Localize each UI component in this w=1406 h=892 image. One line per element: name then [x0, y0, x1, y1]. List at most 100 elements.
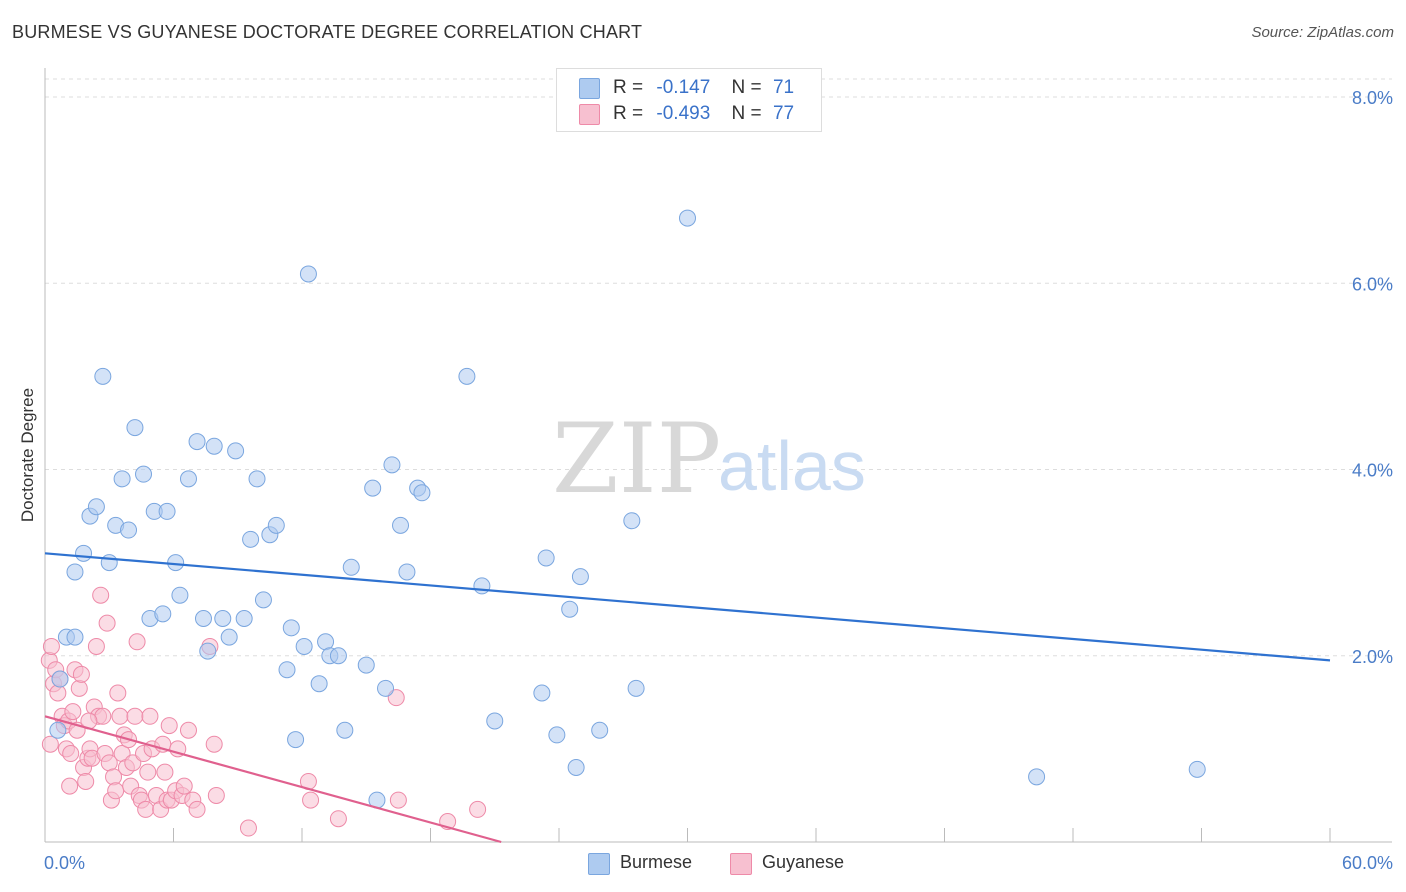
legend-r-label: R =: [613, 77, 644, 98]
guyanese-point: [49, 684, 67, 702]
burmese-point: [591, 721, 609, 739]
guyanese-legend-label: Guyanese: [762, 852, 845, 872]
burmese-point: [627, 679, 645, 697]
burmese-point: [329, 647, 347, 665]
y-tick-label: 2.0%: [1352, 647, 1393, 667]
burmese-point: [336, 721, 354, 739]
tick-labels: 2.0% 4.0% 6.0% 8.0% 0.0% 60.0%: [44, 88, 1393, 873]
guyanese-point: [469, 800, 487, 818]
guyanese-point: [139, 763, 157, 781]
guyanese-point: [302, 791, 320, 809]
legend-n-label: N =: [731, 103, 762, 124]
burmese-point: [100, 554, 118, 572]
guyanese-point: [126, 707, 144, 725]
watermark-atlas: atlas: [718, 427, 866, 505]
guyanese-point: [92, 586, 110, 604]
burmese-point: [282, 619, 300, 637]
guyanese-point: [109, 684, 127, 702]
burmese-point: [679, 209, 696, 227]
legend-r-value: -0.493: [656, 103, 711, 124]
guyanese-point: [41, 735, 59, 753]
burmese-point: [220, 628, 238, 646]
burmese-point: [49, 721, 67, 739]
guyanese-point: [207, 786, 225, 804]
burmese-point: [287, 731, 305, 749]
guyanese-point: [107, 782, 125, 800]
x-tick-label: 0.0%: [44, 853, 85, 873]
burmese-point: [171, 586, 189, 604]
burmese-point: [235, 610, 253, 627]
guyanese-point: [239, 819, 257, 837]
burmese-point: [342, 558, 360, 576]
guyanese-point: [389, 791, 407, 809]
burmese-point: [1188, 760, 1206, 778]
burmese-point: [66, 628, 84, 646]
burmese-point: [66, 563, 84, 581]
burmese-point: [623, 512, 641, 530]
burmese-point: [377, 679, 395, 697]
watermark-zip: ZIP: [552, 403, 721, 515]
guyanese-point: [62, 745, 80, 763]
burmese-point: [214, 610, 232, 627]
guyanese-point: [124, 754, 142, 772]
burmese-point: [486, 712, 504, 730]
burmese-point: [126, 419, 144, 437]
burmese-point: [567, 759, 585, 776]
legend-r-value: -0.147: [656, 77, 711, 98]
correlation-legend: R = -0.147 N = 71 R = -0.493 N = 77: [556, 68, 822, 132]
burmese-point: [561, 600, 579, 618]
y-tick-label: 4.0%: [1352, 461, 1393, 481]
guyanese-point: [61, 777, 79, 795]
burmese-point: [295, 637, 313, 655]
legend-r-label: R =: [613, 103, 644, 124]
burmese-point: [413, 484, 431, 502]
burmese-legend-label: Burmese: [620, 852, 693, 872]
guyanese-point: [64, 703, 82, 721]
burmese-point: [154, 605, 172, 623]
burmese-point: [548, 726, 566, 744]
guyanese-point: [42, 637, 60, 655]
guyanese-point: [156, 763, 174, 781]
legend-text-guyanese: R = -0.493 N = 77: [613, 103, 794, 125]
legend-n-value: 77: [772, 103, 795, 124]
legend-n-label: N =: [731, 77, 762, 98]
guyanese-point: [160, 717, 178, 735]
burmese-point: [135, 465, 153, 483]
burmese-point: [278, 661, 296, 679]
y-axis-label: Doctorate Degree: [18, 388, 37, 522]
burmese-point: [158, 502, 176, 520]
burmese-point: [392, 516, 410, 534]
burmese-point: [167, 554, 185, 572]
burmese-point: [179, 470, 197, 488]
burmese-point: [357, 656, 375, 674]
burmese-point: [364, 479, 382, 497]
burmese-point: [248, 470, 266, 488]
guyanese-point: [137, 800, 155, 818]
burmese-point: [458, 367, 476, 385]
guyanese-point: [205, 735, 223, 753]
guyanese-trend-line: [44, 715, 502, 844]
guyanese-point: [77, 772, 95, 790]
axes: [44, 68, 1392, 843]
source-credit: Source: ZipAtlas.com: [1251, 24, 1394, 41]
burmese-point: [571, 568, 589, 586]
burmese-point: [254, 591, 272, 609]
burmese-point: [199, 642, 217, 660]
burmese-legend-icon: [588, 853, 610, 875]
legend-n-value: 71: [772, 77, 795, 98]
burmese-point: [113, 470, 131, 488]
guyanese-point: [179, 721, 197, 739]
burmese-point: [120, 521, 138, 539]
trend-lines: [44, 552, 1331, 844]
burmese-point: [267, 516, 285, 534]
burmese-point: [227, 442, 245, 460]
burmese-point: [51, 670, 69, 688]
burmese-point: [473, 577, 491, 595]
burmese-point: [205, 437, 223, 455]
burmese-point: [299, 265, 317, 283]
x-tick-label: 60.0%: [1342, 853, 1393, 873]
guyanese-point: [72, 665, 90, 683]
burmese-point: [242, 530, 260, 548]
guyanese-point: [70, 679, 88, 697]
